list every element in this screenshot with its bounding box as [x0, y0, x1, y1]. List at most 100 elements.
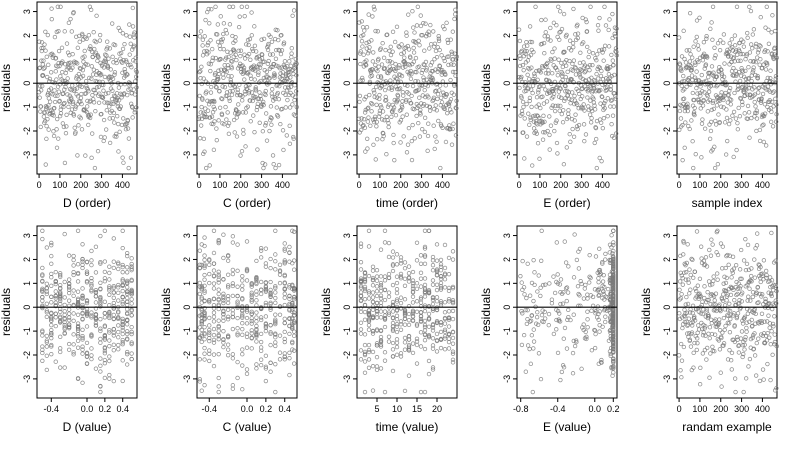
data-point	[372, 7, 377, 12]
data-point	[40, 329, 45, 335]
data-point	[58, 365, 63, 370]
data-point	[240, 278, 245, 283]
data-point	[52, 99, 58, 105]
data-point	[216, 389, 221, 395]
data-point	[391, 140, 396, 146]
data-point	[539, 228, 544, 233]
data-point	[745, 30, 750, 36]
y-tick-label: 2	[182, 257, 192, 262]
data-point	[116, 149, 121, 154]
data-point	[75, 312, 81, 317]
data-point	[683, 120, 688, 125]
data-point	[562, 49, 567, 55]
data-point	[129, 261, 134, 267]
data-point	[378, 328, 384, 333]
data-point	[546, 322, 551, 328]
data-point	[583, 282, 588, 288]
data-point	[111, 348, 116, 353]
data-point	[753, 44, 758, 49]
data-point	[120, 278, 125, 284]
data-point	[58, 271, 63, 276]
data-point	[545, 34, 551, 39]
data-point	[410, 283, 416, 289]
data-point	[454, 106, 459, 111]
data-point	[725, 138, 730, 144]
data-point	[96, 55, 101, 60]
data-point	[78, 66, 83, 72]
data-point	[432, 41, 438, 46]
data-point	[562, 325, 568, 331]
data-point	[93, 294, 99, 299]
data-point	[538, 70, 543, 75]
data-point	[564, 298, 569, 304]
data-point	[254, 289, 259, 294]
data-point	[56, 48, 62, 54]
data-point	[601, 291, 606, 297]
data-point	[107, 338, 112, 343]
data-point	[112, 42, 118, 48]
data-point	[111, 342, 116, 348]
data-point	[291, 297, 297, 302]
data-point	[528, 87, 534, 92]
data-point	[85, 104, 90, 109]
data-point	[258, 248, 264, 253]
data-point	[383, 97, 389, 103]
data-point	[390, 354, 396, 359]
data-point	[126, 62, 131, 68]
data-point	[562, 96, 568, 101]
data-point	[221, 291, 226, 296]
data-point	[129, 277, 134, 282]
data-point	[394, 299, 400, 304]
data-point	[230, 234, 236, 239]
data-point	[690, 55, 695, 60]
data-point	[430, 268, 436, 273]
data-point	[196, 116, 202, 122]
data-point	[589, 75, 594, 80]
data-point	[240, 326, 245, 332]
data-point	[689, 256, 694, 262]
data-point	[84, 340, 90, 346]
data-point	[578, 279, 583, 284]
data-point	[128, 62, 133, 68]
y-tick-label: 1	[502, 281, 512, 286]
y-tick-label: 3	[502, 9, 512, 14]
data-point	[767, 321, 773, 326]
data-point	[442, 242, 448, 248]
data-point	[583, 17, 588, 22]
data-point	[754, 110, 759, 116]
data-point	[40, 295, 45, 300]
data-point	[260, 101, 265, 107]
data-point	[545, 128, 550, 134]
x-tick-label: 200	[713, 180, 728, 190]
data-point	[772, 28, 778, 34]
data-point	[291, 320, 297, 326]
data-point	[430, 336, 436, 341]
data-point	[438, 280, 444, 286]
data-point	[282, 316, 287, 321]
data-point	[386, 254, 392, 260]
data-point	[366, 308, 372, 313]
data-point	[559, 26, 565, 32]
data-point	[445, 40, 451, 46]
data-point	[723, 265, 728, 271]
data-point	[422, 244, 428, 250]
data-point	[692, 269, 698, 274]
data-point	[206, 6, 211, 12]
data-point	[442, 347, 448, 352]
data-point	[84, 324, 90, 329]
data-point	[120, 294, 125, 299]
data-point	[254, 323, 259, 329]
data-point	[741, 44, 747, 49]
data-point	[571, 80, 576, 85]
y-axis-label: residuals	[479, 288, 493, 336]
data-point	[125, 307, 130, 312]
data-point	[276, 162, 282, 168]
data-point	[230, 267, 236, 273]
data-point	[724, 107, 729, 112]
data-point	[611, 104, 617, 109]
data-point	[408, 55, 413, 60]
data-point	[426, 121, 431, 126]
data-point	[248, 57, 253, 62]
data-point	[290, 326, 295, 331]
data-point	[442, 285, 448, 290]
